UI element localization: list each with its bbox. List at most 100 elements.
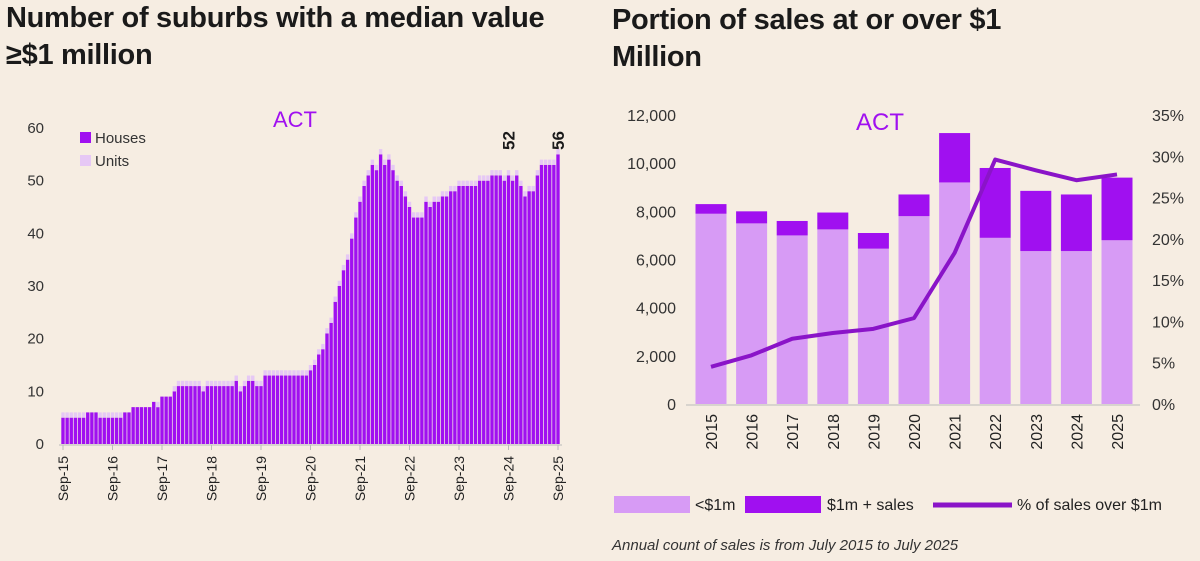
x-tick-label: 2019 xyxy=(866,414,883,450)
units-bar xyxy=(222,380,226,387)
houses-bar xyxy=(506,175,511,444)
legend-label: <$1m xyxy=(695,497,735,514)
units-bar xyxy=(205,380,210,387)
units-bar xyxy=(73,412,78,418)
units-bar xyxy=(473,180,478,186)
units-bar xyxy=(440,191,445,197)
houses-bar xyxy=(185,386,189,444)
units-bar xyxy=(395,175,399,181)
y2-tick-label: 30% xyxy=(1152,149,1184,166)
houses-bar xyxy=(523,196,527,444)
x-tick-label: 2021 xyxy=(948,414,965,450)
houses-bar xyxy=(131,407,135,444)
houses-bar xyxy=(263,375,267,444)
houses-bar xyxy=(284,375,288,444)
houses-bar xyxy=(519,185,523,444)
houses-bar xyxy=(473,185,478,444)
left-chart-title: Number of suburbs with a median value ≥$… xyxy=(6,2,545,71)
houses-bar xyxy=(267,375,271,444)
units-bar xyxy=(391,164,395,171)
houses-bar xyxy=(201,391,205,444)
houses-bar xyxy=(86,412,90,444)
houses-bar xyxy=(308,370,313,444)
houses-bar xyxy=(180,386,185,444)
over-1m-bar xyxy=(695,204,727,214)
houses-bar xyxy=(90,412,94,444)
y-tick-label: 4,000 xyxy=(636,301,676,318)
units-bar xyxy=(304,370,309,376)
y-tick-label: 0 xyxy=(36,436,44,453)
units-bar xyxy=(267,370,271,376)
x-tick-label: 2016 xyxy=(745,414,762,450)
x-tick-label: Sep-21 xyxy=(352,456,368,501)
units-bar xyxy=(251,375,255,381)
units-bar xyxy=(259,380,263,387)
x-tick-label: 2020 xyxy=(907,414,924,450)
houses-bar xyxy=(209,386,214,444)
x-tick-label: 2023 xyxy=(1029,414,1046,450)
houses-bar xyxy=(321,349,325,444)
houses-bar xyxy=(449,191,453,444)
units-bar xyxy=(345,254,350,260)
houses-bar xyxy=(259,386,263,444)
act-annotation: ACT xyxy=(273,107,317,132)
houses-bar xyxy=(494,175,498,444)
houses-bar xyxy=(329,322,333,444)
houses-bar xyxy=(102,417,106,444)
houses-bar xyxy=(457,185,461,444)
units-bar xyxy=(193,380,197,387)
houses-bar xyxy=(275,375,280,444)
units-bar xyxy=(366,170,370,176)
houses-bar xyxy=(341,270,346,444)
legend-swatch xyxy=(80,155,91,166)
houses-bar xyxy=(152,401,156,444)
under-1m-bar xyxy=(1101,240,1133,404)
houses-bar xyxy=(123,412,127,444)
units-bar xyxy=(114,412,119,418)
houses-bar xyxy=(197,386,201,444)
y-tick-label: 50 xyxy=(27,173,44,190)
data-label: 56 xyxy=(549,131,568,150)
houses-bar xyxy=(296,375,300,444)
houses-bar xyxy=(477,180,482,444)
houses-bar xyxy=(416,217,420,444)
houses-bar xyxy=(61,417,65,444)
units-bar xyxy=(81,412,86,418)
houses-bar xyxy=(515,175,519,444)
houses-bar xyxy=(465,185,469,444)
y-tick-label: 12,000 xyxy=(627,108,676,125)
units-bar xyxy=(234,375,238,381)
houses-bar xyxy=(317,354,321,444)
units-bar xyxy=(288,370,292,376)
houses-bar xyxy=(238,391,243,444)
units-bar xyxy=(119,412,123,418)
x-tick-label: 2025 xyxy=(1110,414,1127,450)
houses-bar xyxy=(440,196,445,444)
houses-bar xyxy=(65,417,69,444)
over-1m-bar xyxy=(1101,177,1133,241)
x-tick-label: 2022 xyxy=(988,414,1005,450)
houses-bar xyxy=(271,375,276,444)
y-tick-label: 8,000 xyxy=(636,204,676,221)
over-1m-bar xyxy=(979,167,1011,238)
units-bar xyxy=(444,191,449,197)
legend-label: Units xyxy=(95,153,129,170)
houses-bar xyxy=(205,386,210,444)
y-tick-label: 40 xyxy=(27,225,44,242)
houses-bar xyxy=(300,375,304,444)
units-bar xyxy=(61,412,65,418)
units-bar xyxy=(506,170,511,176)
houses-bar xyxy=(420,217,424,444)
units-bar xyxy=(469,180,474,186)
units-bar xyxy=(246,375,251,381)
y2-tick-label: 15% xyxy=(1152,273,1184,290)
x-tick-label: Sep-16 xyxy=(105,456,121,501)
houses-bar xyxy=(242,386,247,444)
units-bar xyxy=(106,412,111,418)
houses-bar xyxy=(333,301,337,444)
houses-bar xyxy=(288,375,292,444)
units-bar xyxy=(230,380,234,387)
legend-swatch xyxy=(614,496,690,513)
units-bar xyxy=(424,196,428,202)
